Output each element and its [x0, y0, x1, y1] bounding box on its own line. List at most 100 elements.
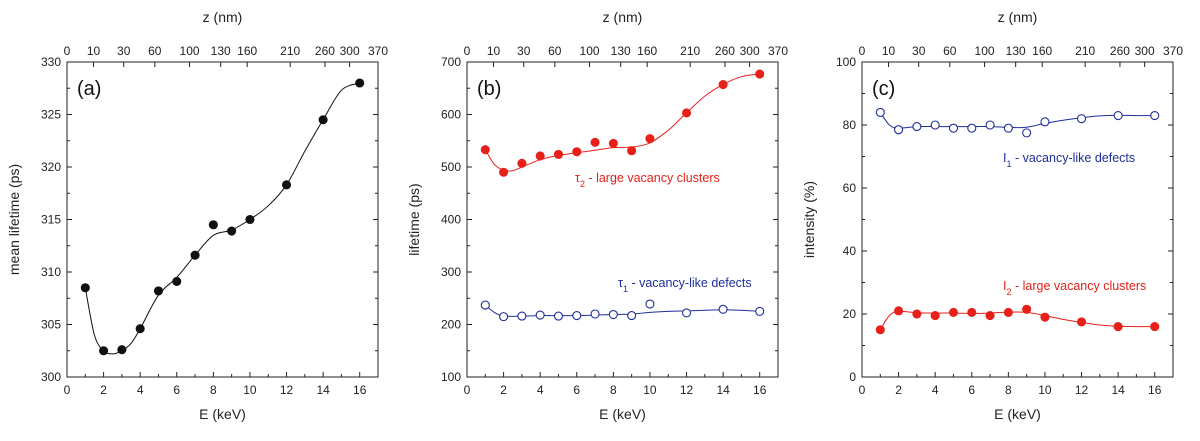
fit-curve-1: [879, 112, 1155, 129]
data-point-series-1: [227, 226, 237, 236]
y-tick-label: 330: [41, 55, 61, 69]
x-tick-label: 6: [968, 383, 975, 397]
data-point-series-2: [1040, 312, 1050, 322]
data-point-series-2: [535, 310, 545, 320]
fit-curve-2: [484, 304, 760, 317]
data-point-series-2: [590, 309, 600, 319]
x-tick-label: 0: [64, 383, 71, 397]
x-tick-label: 16: [1148, 383, 1162, 397]
top-tick-label: 260: [1110, 44, 1130, 58]
top-tick-label: 10: [487, 44, 501, 58]
y-tick-label: 300: [441, 265, 461, 279]
y-tick-label: 320: [41, 160, 61, 174]
y-tick-label: 100: [441, 370, 461, 384]
y-tick-label: 325: [41, 108, 61, 122]
top-tick-label: 30: [517, 44, 531, 58]
panel-label: (b): [477, 78, 501, 100]
fit-curve-1: [484, 73, 760, 172]
data-point-series-1: [1113, 111, 1123, 121]
x-axis-label: E (keV): [994, 406, 1041, 422]
x-tick-label: 2: [895, 383, 902, 397]
data-point-series-2: [948, 307, 959, 317]
top-tick-label: 0: [859, 44, 866, 58]
data-point-series-2: [894, 306, 904, 316]
data-point-series-2: [499, 312, 509, 322]
top-tick-label: 130: [211, 44, 231, 58]
data-point-series-2: [755, 306, 765, 316]
data-point-series-1: [135, 324, 145, 334]
x-axis-label: E (keV): [599, 406, 646, 422]
data-point-series-1: [985, 120, 995, 130]
data-point-series-1: [535, 151, 545, 161]
top-tick-label: 160: [637, 44, 657, 58]
data-point-series-2: [1022, 304, 1032, 314]
data-point-series-1: [894, 125, 904, 135]
data-point-series-2: [517, 311, 527, 321]
top-tick-label: 30: [912, 44, 926, 58]
y-axis-label: lifetime (ps): [406, 183, 422, 255]
y-tick-label: 700: [441, 55, 461, 69]
top-tick-label: 260: [315, 44, 335, 58]
x-tick-label: 10: [643, 383, 657, 397]
x-tick-label: 8: [610, 383, 617, 397]
x-tick-label: 16: [353, 383, 367, 397]
x-tick-label: 10: [1038, 383, 1052, 397]
data-point-series-2: [480, 300, 490, 310]
series-annotation: I1 - vacancy-like defects: [1003, 151, 1135, 169]
top-tick-label: 60: [548, 44, 562, 58]
x-tick-label: 16: [753, 383, 767, 397]
x-tick-label: 4: [932, 383, 939, 397]
y-tick-label: 315: [41, 213, 61, 227]
top-tick-label: 60: [943, 44, 957, 58]
data-point-series-1: [480, 145, 490, 155]
data-point-series-1: [499, 167, 509, 177]
fit-curve-2: [879, 310, 1155, 331]
data-point-series-1: [572, 147, 582, 157]
x-tick-label: 0: [859, 383, 866, 397]
data-point-series-1: [718, 80, 728, 90]
data-point-series-1: [1076, 114, 1087, 124]
data-point-series-1: [1022, 128, 1032, 138]
y-tick-label: 20: [843, 307, 857, 321]
top-tick-label: 160: [1032, 44, 1052, 58]
top-axis-label: z (nm): [603, 9, 643, 25]
top-tick-label: 0: [464, 44, 471, 58]
y-tick-label: 80: [843, 118, 857, 132]
data-point-series-1: [208, 220, 218, 230]
data-point-series-1: [1150, 111, 1160, 121]
data-point-series-2: [967, 307, 977, 317]
y-tick-label: 40: [843, 244, 857, 258]
data-point-series-1: [967, 123, 977, 133]
data-point-series-1: [99, 346, 109, 356]
y-tick-label: 500: [441, 160, 461, 174]
data-point-series-1: [875, 107, 885, 117]
series-annotation: τ1 - vacancy-like defects: [618, 276, 752, 294]
top-tick-label: 210: [680, 44, 700, 58]
plot-frame: [861, 61, 1174, 378]
top-tick-label: 0: [64, 44, 71, 58]
top-tick-label: 260: [715, 44, 735, 58]
top-axis-label: z (nm): [203, 9, 243, 25]
x-tick-label: 14: [316, 383, 330, 397]
y-tick-label: 300: [41, 370, 61, 384]
y-axis-label: mean lifetime (ps): [6, 164, 22, 275]
top-tick-label: 370: [368, 44, 388, 58]
x-tick-label: 12: [1075, 383, 1089, 397]
data-point-series-2: [875, 325, 885, 335]
data-point-series-1: [245, 214, 255, 225]
data-point-series-1: [948, 123, 959, 133]
data-point-series-1: [517, 158, 527, 168]
data-point-series-1: [590, 137, 600, 147]
x-tick-label: 10: [243, 383, 257, 397]
plot-frame: [66, 61, 379, 378]
top-tick-label: 370: [1163, 44, 1183, 58]
top-tick-label: 300: [740, 44, 760, 58]
data-point-series-1: [318, 115, 328, 125]
data-point-series-1: [355, 78, 365, 88]
data-point-series-2: [930, 311, 940, 321]
x-axis-label: E (keV): [199, 406, 246, 422]
x-tick-label: 8: [1005, 383, 1012, 397]
